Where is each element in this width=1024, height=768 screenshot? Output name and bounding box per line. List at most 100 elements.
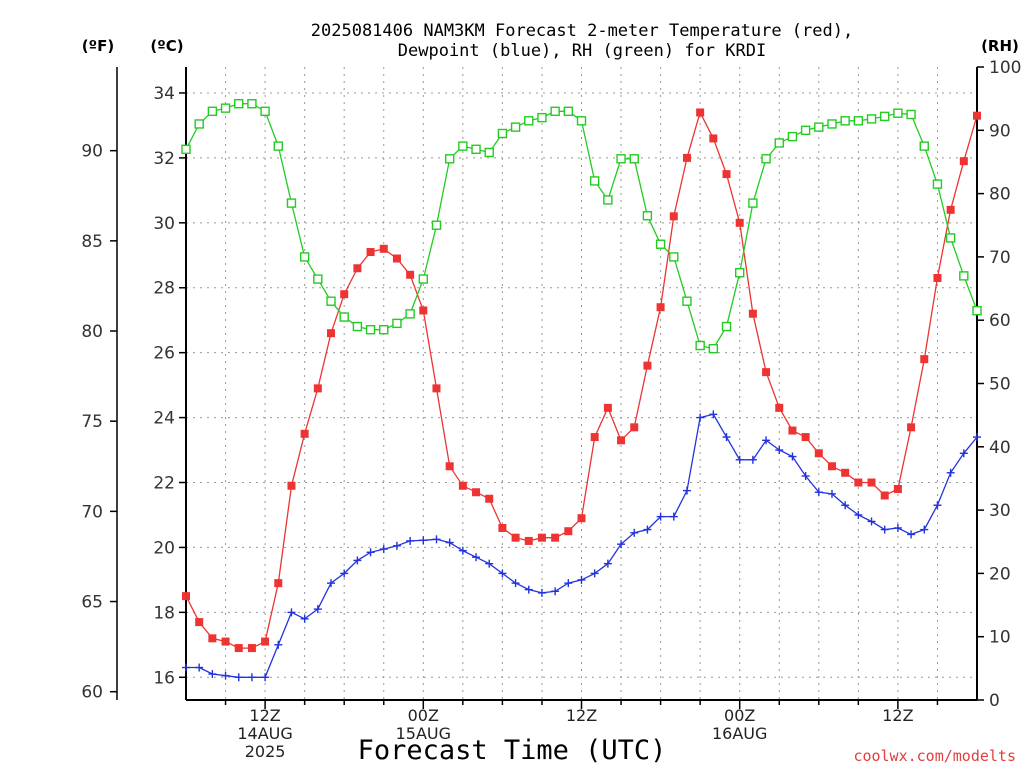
temperature-point xyxy=(419,306,428,315)
temperature-point xyxy=(458,481,467,490)
dewpoint-point xyxy=(340,569,349,578)
celsius-tick-label: 26 xyxy=(153,344,175,364)
dewpoint-point xyxy=(287,608,296,617)
celsius-tick-label: 18 xyxy=(153,603,175,623)
temperature-point xyxy=(709,134,718,143)
temperature-point xyxy=(182,592,190,601)
dewpoint-point xyxy=(195,663,204,672)
time-tick-label: 00Z xyxy=(408,706,439,725)
rh-axis-label: (RH) xyxy=(981,37,1019,55)
temperature-point xyxy=(946,205,955,214)
chart-title-line-1: 2025081406 NAM3KM Forecast 2-meter Tempe… xyxy=(311,21,853,41)
rh-point xyxy=(524,116,534,126)
celsius-tick-label: 28 xyxy=(153,279,175,299)
temperature-point xyxy=(959,157,968,166)
tick-labels: 60 65 70 75 80 85 90 16 18 20 22 24 26 28 30 32 34 0 10 20 3… xyxy=(81,58,1021,761)
rh-point xyxy=(682,296,692,306)
rh-point xyxy=(787,131,798,142)
rh-point xyxy=(207,106,218,117)
dewpoint-point xyxy=(920,525,929,534)
chart-title: 2025081406 NAM3KM Forecast 2-meter Tempe… xyxy=(311,21,853,61)
rh-point xyxy=(932,179,943,189)
dewpoint-point xyxy=(472,553,481,562)
temperature-point xyxy=(762,368,771,377)
dewpoint-point xyxy=(682,486,691,495)
rh-point xyxy=(721,321,732,332)
dewpoint-point xyxy=(788,452,797,461)
rh-point xyxy=(326,296,336,306)
temperature-point xyxy=(379,244,388,253)
dewpoint-point xyxy=(801,472,810,481)
dewpoint-point xyxy=(234,673,243,682)
time-tick-label: 2025 xyxy=(245,742,286,761)
rh-point xyxy=(814,122,824,132)
temperature-point xyxy=(472,488,481,497)
dewpoint-point xyxy=(630,528,639,537)
time-tick-label: 00Z xyxy=(724,706,755,725)
rh-point xyxy=(880,111,890,122)
temperature-point xyxy=(313,384,322,393)
credit-text: coolwx.com/modelts xyxy=(853,747,1016,765)
rh-point xyxy=(365,324,376,335)
dewpoint-point xyxy=(300,614,309,623)
dewpoint-point xyxy=(511,579,520,588)
rh-point xyxy=(827,119,837,129)
dewpoint-point xyxy=(537,588,546,597)
dewpoint-point xyxy=(353,556,362,565)
dewpoint-point xyxy=(880,525,889,534)
rh-tick-label: 90 xyxy=(989,121,1011,141)
rh-point xyxy=(840,116,850,126)
temperature-point xyxy=(973,111,981,120)
temperature-point xyxy=(353,264,362,273)
celsius-tick-label: 22 xyxy=(153,474,175,494)
rh-point xyxy=(893,108,903,118)
rh-point xyxy=(260,106,270,117)
temperature-point xyxy=(577,514,586,523)
temperature-point xyxy=(643,361,652,370)
dewpoint-point xyxy=(946,468,955,477)
rh-point xyxy=(853,116,864,126)
rh-point xyxy=(735,268,745,278)
rh-tick-label: 40 xyxy=(989,438,1011,458)
time-tick-label: 15AUG xyxy=(396,724,451,743)
rh-point xyxy=(761,154,771,164)
temperature-point xyxy=(682,153,691,162)
temperature-point xyxy=(854,478,863,487)
grid-lines xyxy=(186,67,977,700)
rh-point xyxy=(589,176,600,186)
time-tick-label: 14AUG xyxy=(237,724,292,743)
dewpoint-point xyxy=(261,673,270,682)
rh-point xyxy=(273,141,283,151)
temperature-point xyxy=(656,303,665,312)
dewpoint-point xyxy=(485,559,494,568)
rh-point xyxy=(669,252,679,262)
dewpoint-point xyxy=(247,673,256,682)
rh-point xyxy=(959,271,969,281)
rh-point xyxy=(748,198,758,208)
x-axis-label: Forecast Time (UTC) xyxy=(358,735,667,766)
rh-point xyxy=(945,233,956,243)
dewpoint-point xyxy=(327,579,336,588)
temperature-point xyxy=(907,423,916,432)
rh-tick-label: 0 xyxy=(989,691,1000,711)
temperature-point xyxy=(392,254,401,263)
rh-point xyxy=(919,141,929,151)
time-tick-label: 12Z xyxy=(566,706,597,725)
dewpoint-point xyxy=(973,433,981,442)
rh-point xyxy=(576,116,587,126)
rh-point xyxy=(405,309,415,319)
series-line-temperature xyxy=(185,110,978,649)
rh-point xyxy=(550,106,560,117)
rh-point xyxy=(972,306,982,316)
rh-point xyxy=(510,122,521,132)
temperature-point xyxy=(603,403,612,412)
fahrenheit-tick-label: 75 xyxy=(81,412,103,432)
celsius-tick-label: 24 xyxy=(153,409,175,429)
dewpoint-point xyxy=(827,489,836,498)
rh-tick-label: 30 xyxy=(989,501,1011,521)
dewpoint-point xyxy=(419,536,428,545)
temperature-point xyxy=(814,449,823,458)
dewpoint-point xyxy=(959,449,968,458)
celsius-tick-label: 20 xyxy=(153,538,175,558)
series-line-rh xyxy=(185,103,978,350)
